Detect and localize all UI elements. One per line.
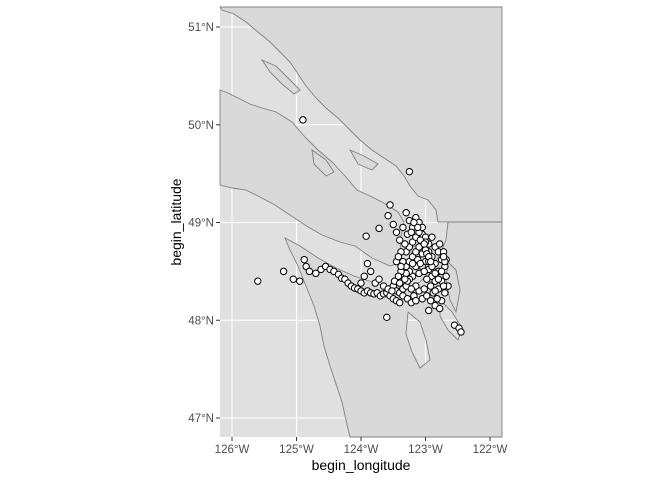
data-point	[410, 218, 418, 227]
data-point	[366, 267, 375, 276]
data-point	[426, 282, 435, 290]
data-point	[375, 275, 383, 283]
x-tick-label: 125°W	[279, 444, 314, 456]
data-point	[407, 228, 416, 236]
data-point	[396, 279, 404, 287]
data-point	[389, 220, 397, 229]
y-tick-label: 51°N	[188, 22, 214, 34]
x-axis: 126°W 125°W 124°W 123°W 122°W	[215, 437, 508, 456]
data-point	[442, 272, 450, 280]
data-point	[433, 295, 441, 303]
x-tick-label: 123°W	[408, 444, 443, 456]
data-point	[401, 275, 409, 283]
data-point	[439, 253, 448, 261]
data-point	[412, 297, 420, 305]
mainland-north	[219, 6, 503, 223]
data-point	[394, 272, 403, 280]
data-point	[360, 272, 368, 280]
data-point	[312, 269, 320, 278]
data-point	[434, 275, 443, 283]
data-point	[397, 262, 405, 271]
texada-island	[311, 149, 335, 177]
data-point	[396, 236, 404, 244]
vancouver-island	[219, 89, 405, 267]
data-point	[296, 277, 304, 285]
data-point	[279, 267, 288, 276]
data-point	[363, 259, 372, 268]
data-point	[388, 287, 396, 295]
x-tick-label: 124°W	[344, 444, 379, 456]
survey-points	[254, 116, 465, 336]
y-tick-label: 48°N	[188, 315, 214, 327]
data-point	[394, 253, 403, 261]
y-tick-label: 49°N	[188, 218, 214, 230]
y-tick-label: 47°N	[188, 413, 214, 425]
x-tick-label: 126°W	[215, 444, 250, 456]
data-point	[362, 232, 370, 240]
x-axis-title: begin_longitude	[312, 457, 411, 473]
x-tick-label: 122°W	[473, 444, 508, 456]
data-point	[437, 267, 446, 276]
data-point	[402, 209, 410, 217]
data-point	[396, 298, 404, 307]
data-point	[441, 289, 449, 297]
y-axis: 47°N 48°N 49°N 50°N 51°N	[188, 22, 220, 425]
data-point	[426, 297, 435, 305]
y-axis-title: begin_latitude	[168, 178, 184, 265]
data-point	[407, 285, 416, 293]
data-point	[383, 313, 391, 322]
data-point	[384, 211, 392, 220]
data-point	[431, 269, 439, 278]
data-point	[423, 275, 431, 283]
data-point	[289, 275, 297, 283]
data-point	[300, 255, 308, 264]
whidbey-island	[445, 261, 461, 314]
data-point	[375, 224, 383, 233]
data-point	[423, 292, 431, 300]
data-point	[420, 267, 428, 276]
data-point	[392, 228, 401, 236]
data-point	[386, 201, 394, 209]
data-point	[435, 240, 444, 248]
data-point	[426, 257, 435, 266]
data-point	[420, 285, 428, 293]
data-point	[414, 223, 422, 232]
data-point	[399, 223, 407, 232]
data-point	[401, 240, 409, 248]
data-point	[431, 287, 439, 295]
data-point	[435, 304, 444, 313]
data-point	[405, 167, 414, 176]
data-point	[425, 306, 433, 315]
data-point	[305, 267, 314, 276]
data-point	[457, 328, 465, 336]
data-point	[420, 240, 428, 248]
data-point	[416, 259, 425, 268]
data-point	[254, 277, 262, 285]
data-point	[357, 279, 365, 287]
data-point	[299, 116, 307, 124]
y-tick-label: 50°N	[188, 120, 214, 132]
data-point	[428, 233, 436, 241]
data-point	[408, 259, 417, 268]
data-point	[439, 282, 448, 290]
